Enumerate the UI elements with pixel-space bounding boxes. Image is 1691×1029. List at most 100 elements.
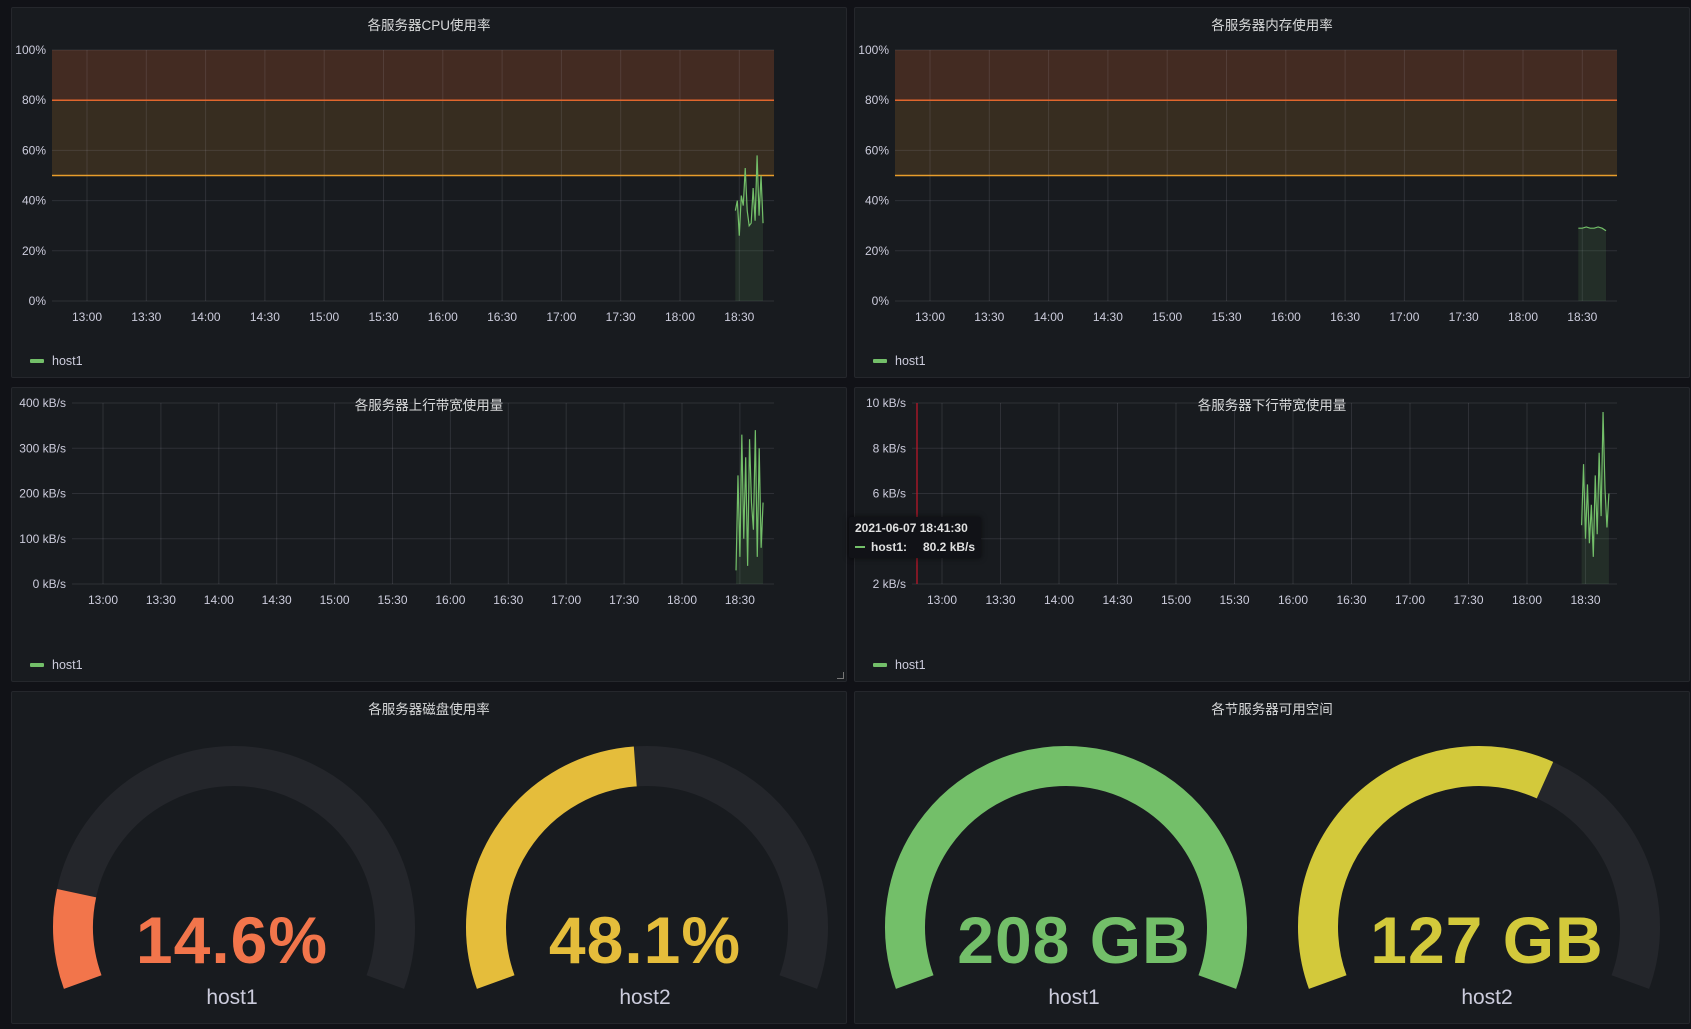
legend-label: host1 [52, 658, 83, 672]
y-tick-label: 0% [29, 294, 47, 308]
panel-title[interactable]: 各服务器下行带宽使用量 [1197, 398, 1347, 413]
y-tick-label: 10 kB/s [866, 396, 906, 410]
upload-chart[interactable]: 0 kB/s 100 kB/s 200 kB/s 300 kB/s 400 kB/s 13… [12, 388, 848, 683]
y-tick-label: 100 kB/s [19, 532, 66, 546]
gauge-fill-host2 [1298, 746, 1554, 989]
y-tick-label: 80% [22, 93, 46, 107]
x-tick-label: 18:30 [725, 593, 755, 607]
x-tick-label: 15:30 [377, 593, 407, 607]
gauge-fill-host1 [53, 889, 102, 989]
x-tick-label: 17:00 [546, 310, 576, 324]
series-area [736, 430, 764, 584]
x-tick-label: 18:30 [1567, 310, 1597, 324]
gauge-fill-host1 [885, 746, 1247, 989]
download-chart[interactable]: 2 kB/s4 kB/s6 kB/s8 kB/s10 kB/s13:0013:3… [855, 388, 1691, 683]
gauge-value-host1: 14.6% [135, 903, 329, 977]
x-tick-label: 17:30 [1449, 310, 1479, 324]
legend-host1[interactable]: host1 [873, 354, 926, 368]
y-tick-label: 200 kB/s [19, 487, 66, 501]
series-line-host1 [1578, 226, 1607, 232]
x-tick-label: 18:30 [1570, 593, 1600, 607]
legend-host1[interactable]: host1 [30, 658, 83, 672]
x-tick-label: 13:30 [146, 593, 176, 607]
x-tick-label: 16:00 [1271, 310, 1301, 324]
y-tick-label: 60% [865, 143, 889, 157]
y-tick-label: 100% [15, 43, 46, 57]
x-tick-label: 18:00 [665, 310, 695, 324]
legend-swatch [30, 663, 44, 667]
x-tick-label: 13:00 [72, 310, 102, 324]
x-tick-label: 13:30 [985, 593, 1015, 607]
tooltip-series: host1: [871, 540, 907, 554]
x-tick-label: 16:00 [1278, 593, 1308, 607]
gauge-value-host1: 208 GB [957, 903, 1191, 977]
cpu-chart[interactable]: 0% 20% 40% 60% 80% 100% 13:00 13:30 14:00 14:30 15… [12, 8, 848, 379]
critical-band [52, 50, 774, 101]
x-tick-label: 17:30 [1453, 593, 1483, 607]
legend-swatch [30, 359, 44, 363]
panel-title[interactable]: 各服务器磁盘使用率 [368, 702, 490, 717]
download-bandwidth-panel[interactable]: 各服务器下行带宽使用量 2 kB/s4 kB/s6 kB/s8 kB/s10 k… [854, 387, 1690, 682]
panel-title[interactable]: 各服务器上行带宽使用量 [354, 398, 504, 413]
legend-label: host1 [895, 354, 926, 368]
disk-gauges [53, 746, 828, 989]
legend-label: host1 [52, 354, 83, 368]
x-tick-label: 15:30 [1211, 310, 1241, 324]
gauge-fill-host2 [466, 746, 638, 989]
x-tick-label: 17:00 [1389, 310, 1419, 324]
x-tick-label: 14:30 [250, 310, 280, 324]
x-tick-label: 16:30 [1330, 310, 1360, 324]
x-tick-label: 18:30 [724, 310, 754, 324]
resize-handle[interactable] [837, 672, 844, 679]
x-tick-label: 15:30 [368, 310, 398, 324]
x-tick-label: 14:00 [1044, 593, 1074, 607]
gauge-value-host2: 48.1% [548, 903, 742, 977]
y-tick-label: 8 kB/s [873, 441, 906, 455]
tooltip-time: 2021-06-07 18:41:30 [855, 521, 968, 535]
x-tick-label: 16:30 [493, 593, 523, 607]
x-tick-label: 15:00 [309, 310, 339, 324]
y-tick-label: 300 kB/s [19, 441, 66, 455]
legend-host1[interactable]: host1 [30, 354, 83, 368]
cpu-usage-panel[interactable]: 各服务器CPU使用率 0% 20% 40% 60% 80% 100% 13:00 13:30 1… [11, 7, 847, 378]
y-tick-label: 2 kB/s [873, 577, 906, 591]
x-tick-label: 14:00 [1034, 310, 1064, 324]
y-tick-label: 0 kB/s [33, 577, 66, 591]
gauge-value-host2: 127 GB [1370, 903, 1604, 977]
panel-title[interactable]: 各服务器CPU使用率 [367, 18, 491, 33]
x-tick-label: 15:00 [1152, 310, 1182, 324]
x-tick-label: 14:30 [1102, 593, 1132, 607]
tooltip-value: 80.2 kB/s [923, 540, 976, 554]
upload-bandwidth-panel[interactable]: 各服务器上行带宽使用量 0 kB/s 100 kB/s 200 kB/s 300 kB… [11, 387, 847, 682]
legend-label: host1 [895, 658, 926, 672]
y-tick-label: 20% [865, 244, 889, 258]
gauge-label-host2: host2 [619, 986, 671, 1009]
y-tick-label: 40% [22, 194, 46, 208]
y-tick-label: 100% [858, 43, 889, 57]
panel-title[interactable]: 各服务器内存使用率 [1211, 18, 1333, 33]
disk-usage-panel[interactable]: 各服务器磁盘使用率 14.6% host1 48.1% host2 [11, 691, 847, 1024]
y-tick-label: 20% [22, 244, 46, 258]
x-tick-label: 17:30 [606, 310, 636, 324]
critical-band [895, 50, 1617, 101]
x-tick-label: 16:00 [428, 310, 458, 324]
x-tick-label: 14:00 [191, 310, 221, 324]
x-tick-label: 16:30 [487, 310, 517, 324]
gauge-label-host2: host2 [1461, 986, 1513, 1009]
legend-host1[interactable]: host1 [873, 658, 926, 672]
x-tick-label: 13:00 [927, 593, 957, 607]
free-space-panel[interactable]: 各节服务器可用空间 208 GB host1 127 GB host2 [854, 691, 1690, 1024]
gauge-label-host1: host1 [1048, 986, 1100, 1009]
hover-tooltip: 2021-06-07 18:41:30 host1: 80.2 kB/s [849, 517, 982, 558]
x-tick-label: 16:30 [1336, 593, 1366, 607]
panel-title[interactable]: 各节服务器可用空间 [1211, 702, 1333, 717]
x-tick-label: 15:00 [1161, 593, 1191, 607]
x-tick-label: 15:00 [320, 593, 350, 607]
x-tick-label: 15:30 [1219, 593, 1249, 607]
x-tick-label: 18:00 [1508, 310, 1538, 324]
memory-usage-panel[interactable]: 各服务器内存使用率 0% 20% 40% 60% 80% 100% 13:00 13:30 14… [854, 7, 1690, 378]
x-tick-label: 13:30 [974, 310, 1004, 324]
memory-chart[interactable]: 0% 20% 40% 60% 80% 100% 13:00 13:30 14:00 14:30 15… [855, 8, 1691, 379]
x-tick-label: 18:00 [1512, 593, 1542, 607]
y-tick-label: 400 kB/s [19, 396, 66, 410]
